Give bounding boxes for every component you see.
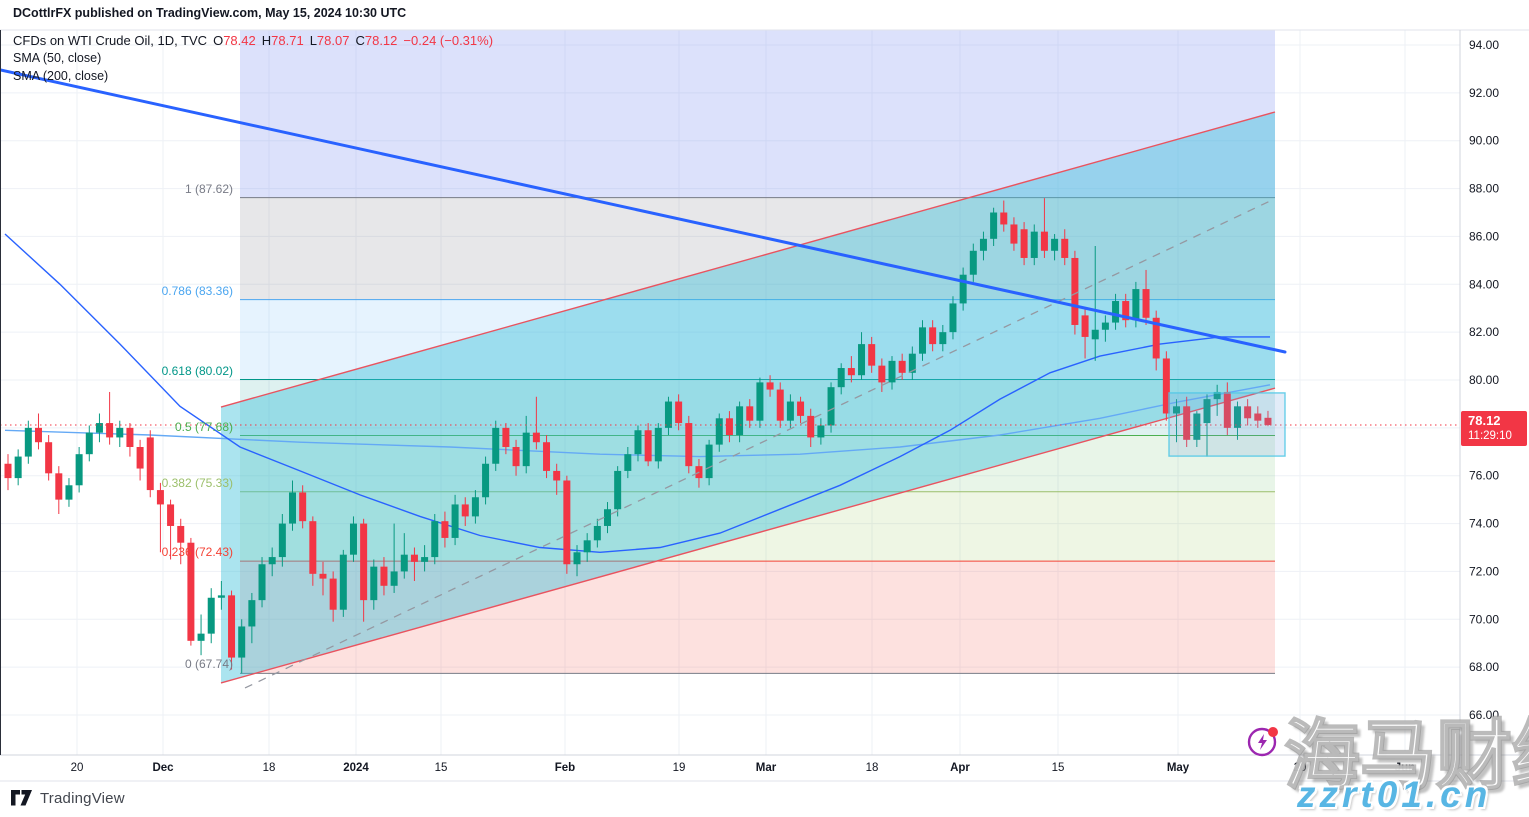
price-axis-label: 90.00 xyxy=(1469,134,1499,148)
time-axis-label: 15 xyxy=(1052,762,1065,774)
time-axis-label: 18 xyxy=(263,762,276,774)
time-axis-label: 18 xyxy=(866,762,879,774)
price-axis[interactable] xyxy=(1460,30,1529,781)
price-axis-label: 76.00 xyxy=(1469,469,1499,483)
time-axis-label: May xyxy=(1167,762,1190,774)
lightning-circle-icon[interactable] xyxy=(1246,724,1282,760)
time-axis-label: 20 xyxy=(1294,762,1307,774)
time-axis-label: Apr xyxy=(950,762,970,774)
time-axis-label: 2024 xyxy=(343,762,369,774)
time-axis-label: 20 xyxy=(71,762,84,774)
price-axis-label: 70.00 xyxy=(1469,612,1499,626)
time-axis-label: Feb xyxy=(555,762,575,774)
price-axis-label: 84.00 xyxy=(1469,277,1499,291)
price-axis-label: 72.00 xyxy=(1469,564,1499,578)
time-axis-label: Dec xyxy=(152,762,174,774)
downtrend-line[interactable] xyxy=(0,68,1287,354)
tradingview-wordmark: TradingView xyxy=(40,789,125,807)
price-axis-labels: 94.00 92.00 90.00 88.00 86.00 84.00 82.00 80.00… xyxy=(1469,38,1499,722)
time-axis-label: Jun xyxy=(1395,762,1415,774)
sma-50-line[interactable] xyxy=(4,233,1270,554)
price-axis-label: 88.00 xyxy=(1469,182,1499,196)
time-axis-label: Mar xyxy=(756,762,777,774)
price-axis-label: 68.00 xyxy=(1469,660,1499,674)
price-axis-label: 74.00 xyxy=(1469,517,1499,531)
parallel-channel[interactable] xyxy=(220,111,1276,684)
price-axis-label: 92.00 xyxy=(1469,86,1499,100)
price-axis-label: 66.00 xyxy=(1469,708,1499,722)
time-axis-label: 19 xyxy=(673,762,686,774)
price-axis-label: 86.00 xyxy=(1469,229,1499,243)
selection-rectangle[interactable] xyxy=(1168,392,1286,457)
dashed-trendline[interactable] xyxy=(244,199,1273,689)
price-axis-label: 80.00 xyxy=(1469,373,1499,387)
sma-200-line[interactable] xyxy=(4,384,1271,458)
time-axis-labels: 20 Dec 18 2024 15 Feb 19 Mar 18 Apr 15 May 20 Jun xyxy=(71,762,1416,774)
price-axis-label: 82.00 xyxy=(1469,325,1499,339)
time-axis-label: 15 xyxy=(435,762,448,774)
tradingview-logo[interactable]: TradingView xyxy=(11,789,125,807)
fibonacci-zones xyxy=(240,30,1275,674)
tradingview-logo-icon xyxy=(11,790,32,806)
candles-series xyxy=(4,198,1272,674)
price-axis-label: 94.00 xyxy=(1469,38,1499,52)
time-axis[interactable] xyxy=(0,755,1460,781)
